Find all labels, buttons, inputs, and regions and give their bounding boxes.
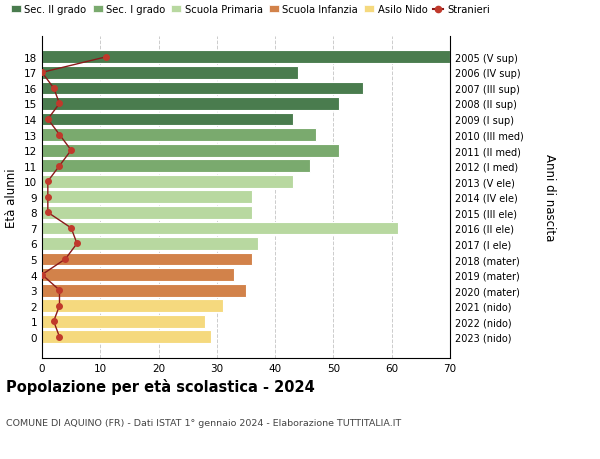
Bar [42, 284, 246, 297]
Y-axis label: Anni di nascita: Anni di nascita [543, 154, 556, 241]
Bar [42, 207, 252, 219]
Bar [42, 300, 223, 313]
Bar [42, 82, 362, 95]
Bar [42, 315, 205, 328]
Bar [42, 238, 257, 250]
Bar [42, 330, 211, 343]
Bar [42, 98, 339, 111]
Bar [42, 175, 293, 188]
Text: COMUNE DI AQUINO (FR) - Dati ISTAT 1° gennaio 2024 - Elaborazione TUTTITALIA.IT: COMUNE DI AQUINO (FR) - Dati ISTAT 1° ge… [6, 418, 401, 427]
Text: Popolazione per età scolastica - 2024: Popolazione per età scolastica - 2024 [6, 379, 315, 395]
Bar [42, 129, 316, 142]
Bar [42, 67, 298, 79]
Bar [42, 160, 310, 173]
Bar [42, 145, 339, 157]
Y-axis label: Età alunni: Età alunni [5, 168, 19, 227]
Bar [42, 113, 293, 126]
Bar [42, 253, 252, 266]
Bar [42, 222, 398, 235]
Legend: Sec. II grado, Sec. I grado, Scuola Primaria, Scuola Infanzia, Asilo Nido, Stran: Sec. II grado, Sec. I grado, Scuola Prim… [11, 5, 490, 15]
Bar [42, 269, 235, 281]
Bar [42, 51, 450, 64]
Bar [42, 191, 252, 204]
